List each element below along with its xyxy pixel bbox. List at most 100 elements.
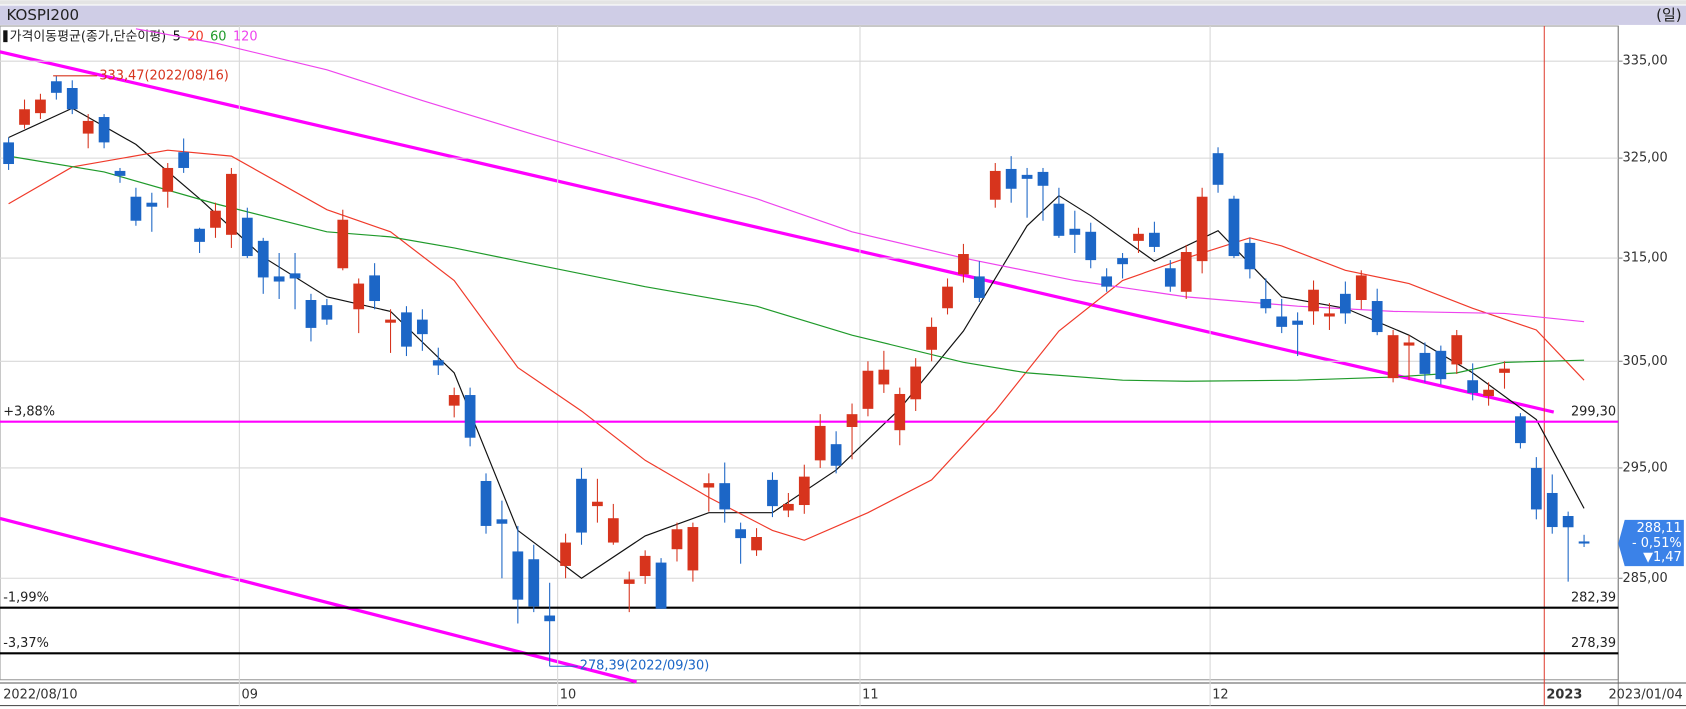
candle-body (989, 170, 1001, 200)
candle-body (1355, 275, 1367, 300)
x-tick-label: 10 (560, 687, 576, 702)
candle-body (623, 579, 635, 584)
candle-body (1180, 251, 1192, 292)
candle-body (655, 562, 667, 609)
candle-body (958, 254, 969, 275)
y-tick-label: 295,00 (1623, 460, 1668, 475)
toolbar-strip (0, 0, 1686, 5)
candle-body (369, 275, 380, 302)
candle-body (560, 542, 571, 566)
reference-pct: -3,37% (3, 636, 49, 651)
candle-body (226, 173, 237, 235)
candle-body (353, 283, 365, 310)
candle-body (130, 196, 142, 221)
trendline (0, 50, 1555, 414)
candle-body (178, 152, 190, 168)
candle-body (1276, 316, 1288, 327)
candle-body (1451, 335, 1463, 365)
candle-body (1435, 350, 1447, 380)
candle-body (1117, 258, 1128, 265)
candle-body (1483, 389, 1494, 397)
candle-body (273, 276, 285, 282)
candle-body (1149, 232, 1160, 247)
trendline (0, 516, 637, 684)
x-tick-label: 11 (862, 687, 878, 702)
y-tick-label: 305,00 (1623, 354, 1668, 369)
candle-body (480, 480, 492, 526)
x-tick-label: 2023 (1546, 687, 1582, 702)
candle-body (1053, 203, 1065, 236)
legend-entry: 120 (233, 29, 258, 44)
candle-body (703, 483, 715, 488)
candle-body (1069, 228, 1081, 235)
moving-average-line (8, 149, 1585, 541)
candle-body (512, 551, 524, 600)
legend-entry: 60 (210, 29, 226, 44)
candle-body (1292, 320, 1303, 325)
candle-body (1308, 289, 1319, 312)
y-tick-label: 335,00 (1623, 54, 1668, 69)
candle-body (639, 555, 651, 577)
candle-body (878, 369, 890, 385)
chart-title: KOSPI200 (6, 6, 79, 24)
candle-body (783, 503, 794, 511)
candle-body (1021, 174, 1033, 179)
candle-body (257, 240, 269, 278)
candle-body (1037, 171, 1049, 186)
candle-body (1101, 276, 1113, 287)
candle-body (735, 529, 747, 539)
candle-body (1467, 380, 1479, 393)
header-bar (0, 5, 1686, 25)
candle-body (910, 366, 922, 400)
candle-body (3, 142, 14, 165)
candle-body (448, 395, 460, 406)
candle-body (544, 615, 556, 622)
candle-body (35, 99, 46, 114)
candle-body (82, 120, 94, 134)
candle-body (830, 444, 842, 466)
reference-label: 282,39 (1571, 591, 1616, 606)
last-change: ▼1,47 (1643, 550, 1682, 565)
candle-body (576, 478, 587, 533)
candle-body (687, 527, 699, 571)
y-tick-label: 315,00 (1623, 251, 1668, 266)
candle-body (528, 559, 540, 607)
legend-entry: 5 (173, 29, 181, 44)
trendlines (0, 50, 1555, 684)
y-tick-label: 325,00 (1623, 151, 1668, 166)
candle-body (19, 109, 30, 125)
candle-body (1196, 196, 1208, 262)
high-annotation: 333,47(2022/08/16) (99, 68, 228, 83)
candle-body (1324, 313, 1335, 317)
candle-body (146, 202, 158, 207)
candle-body (289, 273, 301, 279)
candle-body (1228, 198, 1240, 257)
candle-body (846, 414, 858, 427)
candle-body (1515, 416, 1526, 444)
candle-body (1260, 298, 1272, 309)
reference-pct: +3,88% (3, 404, 55, 419)
candle-body (1339, 293, 1351, 314)
candle-body (592, 501, 603, 507)
last-price: 288,11 (1637, 521, 1682, 536)
candle-body (719, 483, 731, 510)
legend-icon (3, 30, 8, 43)
candle-body (305, 299, 317, 328)
candle-body (1419, 352, 1431, 374)
candle-body (1562, 516, 1574, 528)
candle-body (798, 476, 810, 506)
candle-body (894, 393, 906, 431)
candle-body (671, 529, 683, 550)
last-change-pct: - 0,51% (1632, 536, 1682, 551)
candle-body (464, 395, 476, 438)
candle-body (401, 312, 412, 347)
candle-body (1530, 467, 1542, 510)
candle-body (607, 518, 619, 543)
candle-body (432, 360, 444, 366)
x-tick-label: 2023/01/04 (1608, 687, 1682, 702)
candle-body (66, 88, 78, 110)
legend-title: 가격이동평균(종가,단순이평) (10, 29, 166, 44)
candle-body (210, 210, 221, 228)
reference-label: 299,30 (1571, 404, 1616, 419)
